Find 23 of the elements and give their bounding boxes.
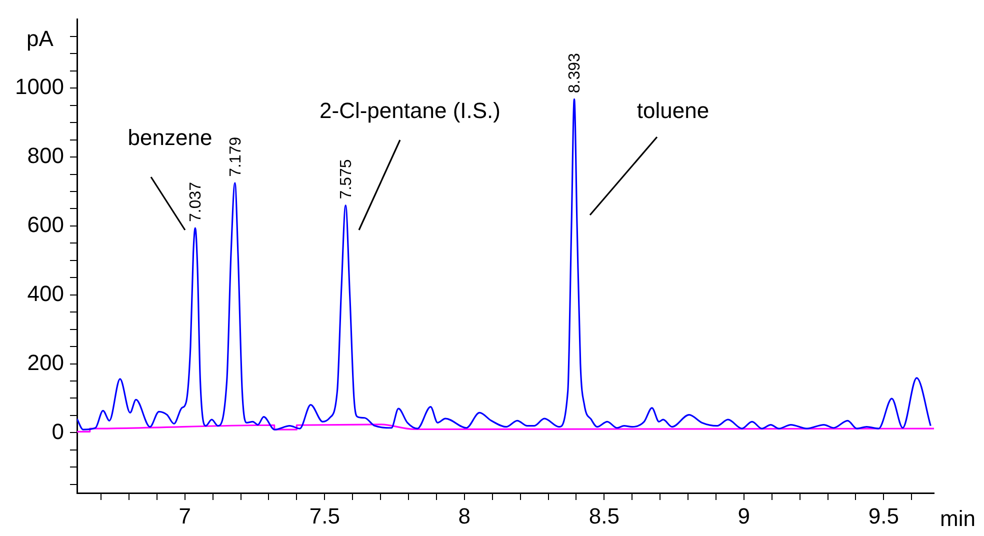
x-tick-label: 9.5 [868,503,899,528]
x-tick-label: 7.5 [309,503,340,528]
x-tick-label: 8.5 [588,503,620,528]
y-tick-label: 600 [27,212,64,238]
x-tick-label: 8 [458,503,471,528]
annotation: toluene [636,98,710,123]
y-tick-label: 1000 [15,74,64,100]
x-axis-title: min [940,506,976,532]
y-axis-title: pA [26,26,54,52]
annotation: 2-Cl-pentane (I.S.) [320,98,500,123]
line-series [77,424,934,432]
annotation: 7.575 [338,159,356,200]
annotation: benzene [128,125,212,150]
x-tick-label: 7 [178,503,192,528]
y-tick-label: 400 [27,280,64,306]
y-tick-label: 0 [52,418,64,444]
y-tick-label: 800 [27,143,64,168]
y-tick-label: 200 [27,350,64,375]
line-series [77,98,932,430]
annotation: 7.037 [188,182,205,222]
x-tick-label: 9 [738,503,750,528]
annotation: 8.393 [566,53,584,94]
annotation: 7.179 [227,136,244,177]
